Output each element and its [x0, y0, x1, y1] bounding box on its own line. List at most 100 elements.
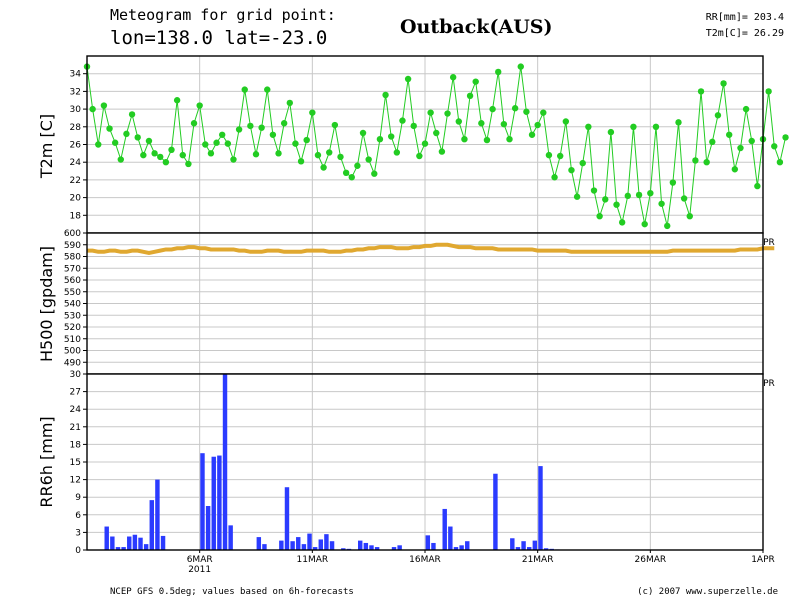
rr-bar	[104, 526, 109, 550]
y-tick-label: 24	[70, 158, 82, 168]
t2m-point	[647, 189, 654, 197]
y-tick-label: 18	[70, 211, 82, 221]
t2m-point	[269, 131, 277, 138]
rr-bar	[493, 473, 498, 550]
t2m-point	[618, 219, 626, 226]
t2m-point	[388, 133, 395, 140]
rr-bar	[510, 538, 515, 550]
y-tick-label: 34	[70, 70, 82, 80]
rr-bar	[301, 544, 307, 550]
t2m-point	[235, 126, 243, 133]
y-tick-label: 18	[70, 440, 82, 450]
y-tick-label: 590	[64, 241, 81, 251]
t2m-point	[680, 195, 688, 202]
rr-bar	[132, 534, 138, 550]
t2m-point	[292, 140, 299, 147]
y-tick-label: 30	[70, 105, 82, 115]
t2m-point	[557, 152, 564, 160]
rr-bar	[515, 547, 521, 550]
rr-bar	[262, 544, 267, 550]
title-line-2: lon=138.0 lat=-23.0	[110, 27, 327, 49]
t2m-point	[241, 86, 248, 93]
h500-series-line	[87, 242, 775, 256]
rr-bar	[211, 456, 216, 550]
t2m-point	[765, 88, 772, 95]
t2m-point	[117, 156, 125, 163]
rr-bar	[143, 544, 149, 550]
rr-bar	[127, 536, 132, 550]
t2m-point	[247, 122, 254, 130]
t2m-axis-label: T2m [C]	[37, 114, 56, 179]
t2m-point	[483, 136, 491, 144]
rr-bar	[425, 535, 431, 550]
t2m-point	[410, 122, 417, 130]
t2m-point	[568, 166, 575, 174]
rr-summary: RR[mm]= 203.4	[706, 12, 784, 23]
t2m-point	[427, 109, 434, 116]
t2m-point	[540, 109, 547, 116]
y-tick-label: 15	[70, 458, 81, 468]
t2m-point	[511, 105, 519, 112]
rr-bar	[369, 545, 374, 550]
t2m-point	[303, 136, 310, 144]
t2m-point	[404, 75, 412, 83]
t2m-point	[709, 138, 716, 146]
t2m-point	[258, 124, 265, 131]
t2m-point	[585, 123, 592, 130]
rr-axis-label: RR6h [mm]	[37, 416, 56, 507]
t2m-point	[433, 129, 440, 137]
t2m-point	[573, 193, 581, 200]
y-tick-label: 530	[64, 311, 81, 321]
t2m-point	[444, 110, 451, 117]
t2m-point	[382, 91, 389, 99]
t2m-point	[782, 134, 789, 141]
rr-bar	[138, 537, 143, 550]
t2m-point	[359, 129, 367, 137]
x-tick-label: 16MAR	[409, 555, 441, 565]
h500-panel: 4905005105205305405505605705805906006MAR…	[64, 229, 775, 399]
y-tick-label: 6	[75, 511, 81, 521]
rr-bar	[149, 500, 154, 550]
rr-bar	[453, 547, 459, 550]
t2m-point	[771, 143, 778, 150]
rr-bar	[543, 548, 549, 550]
rr-bar	[115, 547, 121, 550]
rr-bar	[155, 479, 160, 550]
t2m-point	[275, 150, 282, 157]
rr-bar	[431, 542, 436, 550]
y-tick-label: 21	[70, 423, 81, 433]
y-tick-label: 3	[75, 528, 81, 538]
t2m-point	[185, 160, 192, 168]
t2m-point	[286, 99, 293, 107]
rr-bar	[521, 541, 526, 550]
t2m-point	[320, 164, 327, 171]
y-tick-label: 580	[64, 253, 81, 263]
t2m-point	[466, 92, 474, 100]
location-label: Outback(AUS)	[400, 16, 552, 38]
t2m-point	[314, 151, 322, 159]
rr-bar	[307, 533, 312, 550]
t2m-point	[393, 149, 401, 156]
t2m-point	[157, 153, 164, 161]
rr-bar	[217, 455, 222, 550]
t2m-point	[461, 135, 468, 143]
t2m-point	[748, 137, 755, 145]
t2m-point	[675, 119, 682, 126]
rr-bar	[121, 547, 126, 550]
t2m-point	[652, 123, 660, 130]
x-tick-label: 11MAR	[297, 555, 329, 565]
t2m-point	[658, 200, 665, 207]
rr-bar	[205, 506, 211, 550]
y-tick-label: 600	[64, 229, 81, 239]
rr-bar	[284, 487, 290, 550]
t2m-point	[128, 111, 136, 118]
t2m-point	[607, 128, 615, 136]
t2m-point	[348, 174, 355, 181]
t2m-point	[145, 137, 153, 145]
rr-bar	[532, 540, 538, 550]
y-tick-label: 32	[70, 87, 81, 97]
rr-bar	[358, 540, 363, 550]
h500-axis-label: H500 [gpdam]	[37, 246, 56, 362]
